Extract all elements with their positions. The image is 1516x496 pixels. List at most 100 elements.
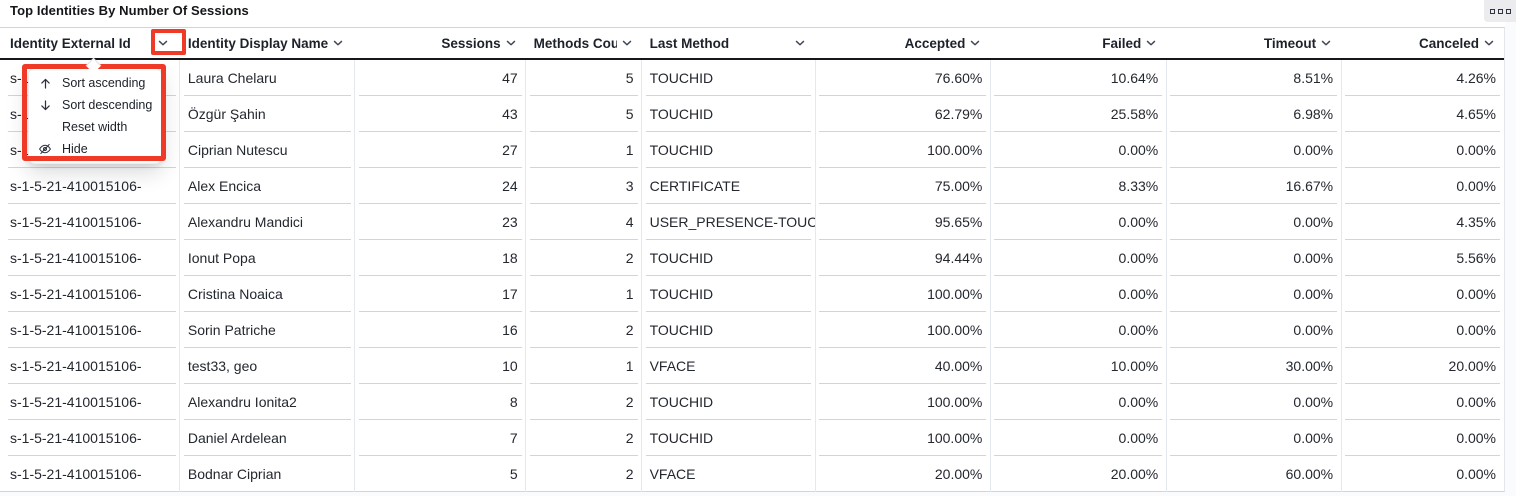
cell-failed: 0.00% <box>990 420 1166 456</box>
cell-id: s-1-5-21-410015106- <box>0 240 180 276</box>
cell-methods: 1 <box>526 276 642 312</box>
cell-name: Ionut Popa <box>180 240 355 276</box>
cell-sessions: 8 <box>355 384 526 420</box>
column-header-label: Identity External Id <box>10 35 131 51</box>
cell-accepted: 20.00% <box>815 456 990 492</box>
column-separator <box>525 60 526 492</box>
table-row: s-1-5-21-410015106- Alexandru Mandici 23 4 U… <box>0 204 1504 240</box>
menu-item-reset-width[interactable]: Reset width <box>29 116 161 138</box>
cell-timeout: 0.00% <box>1166 312 1341 348</box>
panel-options-button[interactable] <box>1484 0 1516 22</box>
sort-chevron-icon[interactable] <box>793 36 807 50</box>
cell-id: s-1-5-21-410015106- <box>0 384 180 420</box>
table-header-row: Identity External Id Identity Display Nam… <box>0 28 1504 60</box>
cell-last_method: TOUCHID <box>642 420 816 456</box>
cell-failed: 0.00% <box>990 384 1166 420</box>
column-header-name[interactable]: Identity Display Name <box>180 28 355 58</box>
sort-chevron-icon[interactable] <box>331 36 345 50</box>
cell-accepted: 95.65% <box>815 204 990 240</box>
cell-sessions: 5 <box>355 456 526 492</box>
cell-canceled: 5.56% <box>1341 240 1504 276</box>
cell-sessions: 47 <box>355 60 526 96</box>
table-row: s-1-5-21-410015106- test33, geo 10 1 VFACE 40… <box>0 348 1504 384</box>
column-header-label: Last Method <box>649 35 730 51</box>
cell-methods: 1 <box>526 132 642 168</box>
cell-timeout: 8.51% <box>1166 60 1341 96</box>
sort-chevron-icon[interactable] <box>1482 36 1496 50</box>
column-header-sessions[interactable]: Sessions <box>355 28 526 58</box>
column-header-id[interactable]: Identity External Id <box>0 28 180 58</box>
column-separator <box>815 60 816 492</box>
cell-accepted: 94.44% <box>815 240 990 276</box>
cell-timeout: 0.00% <box>1166 240 1341 276</box>
cell-last_method: TOUCHID <box>642 60 816 96</box>
table-row: s-1-5-21-410015106-Laura Chelaru475TOUCH… <box>0 60 1504 96</box>
cell-name: Ciprian Nutescu <box>180 132 355 168</box>
column-header-accepted[interactable]: Accepted <box>815 28 990 58</box>
column-header-timeout[interactable]: Timeout <box>1166 28 1341 58</box>
cell-name: Bodnar Ciprian <box>180 456 355 492</box>
column-separator <box>641 60 642 492</box>
cell-last_method: VFACE <box>642 456 816 492</box>
cell-failed: 20.00% <box>990 456 1166 492</box>
column-header-canceled[interactable]: Canceled <box>1341 28 1504 58</box>
column-header-methods[interactable]: Methods Count <box>526 28 642 58</box>
cell-timeout: 0.00% <box>1166 420 1341 456</box>
cell-accepted: 75.00% <box>815 168 990 204</box>
cell-failed: 0.00% <box>990 132 1166 168</box>
sort-chevron-icon[interactable] <box>968 36 982 50</box>
cell-canceled: 0.00% <box>1341 420 1504 456</box>
column-header-label: Identity Display Name <box>187 35 329 51</box>
cell-failed: 8.33% <box>990 168 1166 204</box>
sort-chevron-icon[interactable] <box>504 36 518 50</box>
cell-timeout: 0.00% <box>1166 276 1341 312</box>
cell-methods: 2 <box>526 384 642 420</box>
sort-chevron-icon[interactable] <box>1144 36 1158 50</box>
column-header-label: Timeout <box>1263 35 1317 51</box>
cell-last_method: TOUCHID <box>642 276 816 312</box>
cell-canceled: 4.35% <box>1341 204 1504 240</box>
sort-chevron-icon[interactable] <box>620 36 634 50</box>
cell-last_method: CERTIFICATE <box>642 168 816 204</box>
menu-item-sort-ascending[interactable]: Sort ascending <box>29 72 161 94</box>
cell-id: s-1-5-21-410015106- <box>0 420 180 456</box>
column-header-last_method[interactable]: Last Method <box>642 28 816 58</box>
sort-chevron-icon[interactable] <box>156 36 170 50</box>
menu-item-label: Sort descending <box>62 98 153 112</box>
cell-timeout: 0.00% <box>1166 132 1341 168</box>
menu-item-label: Reset width <box>62 120 128 134</box>
eye-off-icon <box>36 142 54 156</box>
table-row: s-1-5-21-410015106- Alex Encica 24 3 CERTIFI… <box>0 168 1504 204</box>
cell-timeout: 60.00% <box>1166 456 1341 492</box>
column-header-label: Failed <box>1102 35 1142 51</box>
table-row: s-1-5-21-410015106- Cristina Noaica 17 1 TOU… <box>0 276 1504 312</box>
cell-sessions: 23 <box>355 204 526 240</box>
cell-canceled: 20.00% <box>1341 348 1504 384</box>
cell-name: Alexandru Ionita2 <box>180 384 355 420</box>
cell-failed: 10.00% <box>990 348 1166 384</box>
cell-id: s-1-5-21-410015106- <box>0 312 180 348</box>
menu-item-sort-descending[interactable]: Sort descending <box>29 94 161 116</box>
column-header-label: Canceled <box>1418 35 1480 51</box>
three-squares-icon <box>1505 8 1511 14</box>
cell-canceled: 0.00% <box>1341 132 1504 168</box>
table-row: s-1-5-21-410015106- Ionut Popa 18 2 TOUCHID 9… <box>0 240 1504 276</box>
cell-methods: 4 <box>526 204 642 240</box>
cell-canceled: 0.00% <box>1341 384 1504 420</box>
sort-chevron-icon[interactable] <box>1319 36 1333 50</box>
column-separator <box>179 60 180 492</box>
cell-timeout: 16.67% <box>1166 168 1341 204</box>
column-header-failed[interactable]: Failed <box>990 28 1166 58</box>
cell-name: Laura Chelaru <box>180 60 355 96</box>
cell-canceled: 0.00% <box>1341 276 1504 312</box>
menu-item-hide[interactable]: Hide <box>29 138 161 160</box>
cell-canceled: 4.65% <box>1341 96 1504 132</box>
cell-sessions: 24 <box>355 168 526 204</box>
cell-name: Daniel Ardelean <box>180 420 355 456</box>
cell-id: s-1-5-21-410015106- <box>0 456 180 492</box>
cell-name: Cristina Noaica <box>180 276 355 312</box>
cell-failed: 0.00% <box>990 240 1166 276</box>
cell-canceled: 0.00% <box>1341 456 1504 492</box>
cell-methods: 3 <box>526 168 642 204</box>
